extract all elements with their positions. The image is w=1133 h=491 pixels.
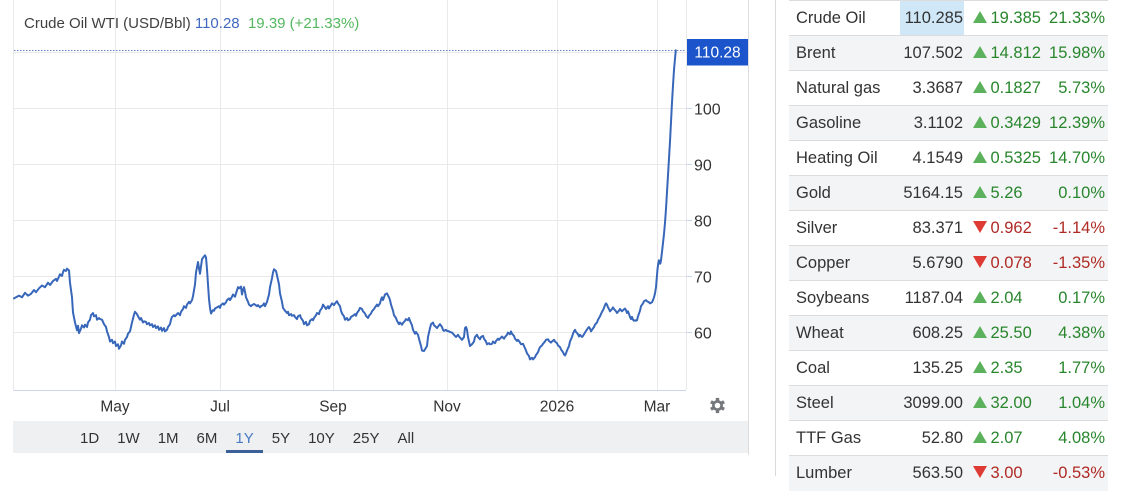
svg-text:Mar: Mar — [644, 399, 671, 416]
svg-text:70: 70 — [694, 270, 712, 287]
svg-text:2026: 2026 — [540, 399, 574, 416]
svg-text:60: 60 — [694, 326, 712, 343]
svg-text:Sep: Sep — [319, 399, 347, 416]
svg-text:Jul: Jul — [210, 399, 230, 416]
svg-text:80: 80 — [694, 214, 712, 231]
svg-text:May: May — [100, 399, 130, 416]
svg-text:Nov: Nov — [433, 399, 461, 416]
svg-text:100: 100 — [694, 102, 721, 119]
svg-text:90: 90 — [694, 158, 712, 175]
svg-text:110.28: 110.28 — [694, 45, 740, 62]
